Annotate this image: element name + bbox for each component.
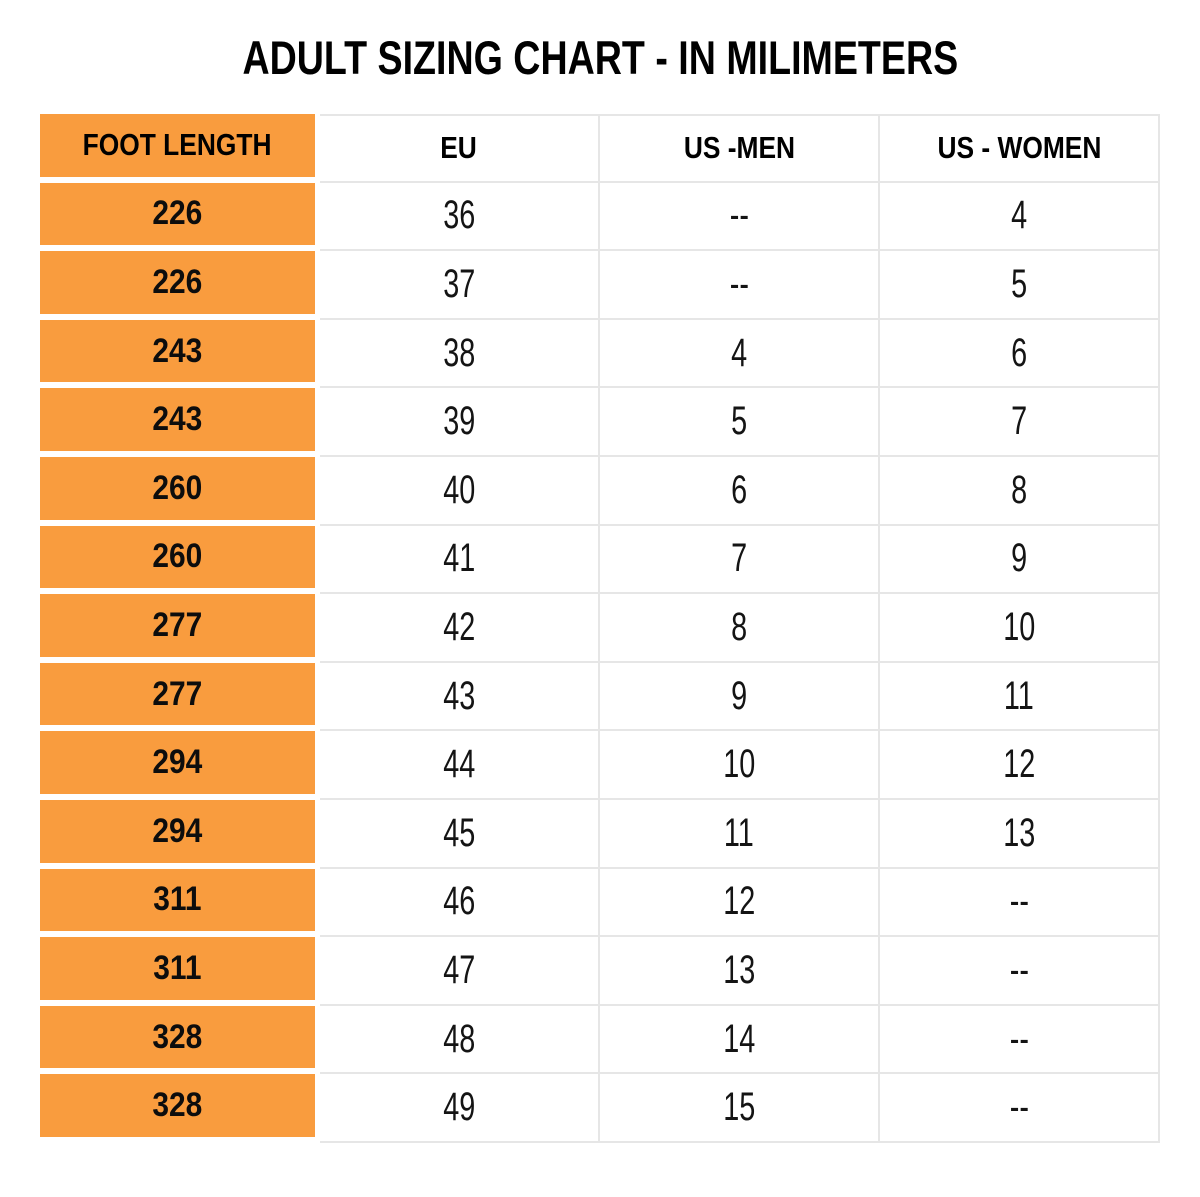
- eu-cell: 45: [320, 799, 600, 869]
- us-men-cell: --: [600, 251, 880, 320]
- us-women-cell: 9: [880, 525, 1160, 595]
- eu-cell: 46: [320, 868, 600, 938]
- table-row: 226 37 -- 5: [40, 251, 1160, 320]
- foot-length-cell: 328: [40, 1074, 320, 1143]
- foot-length-cell: 277: [40, 594, 320, 663]
- table-row: 311 47 13 --: [40, 937, 1160, 1006]
- us-women-cell: 12: [880, 731, 1160, 800]
- us-men-cell: 5: [600, 388, 880, 457]
- us-women-cell: 5: [880, 251, 1160, 320]
- us-men-cell: 13: [600, 937, 880, 1006]
- foot-length-cell: 226: [40, 251, 320, 320]
- table-row: 226 36 -- 4: [40, 182, 1160, 252]
- eu-cell: 43: [320, 662, 600, 732]
- us-men-cell: 14: [600, 1005, 880, 1075]
- us-women-cell: 10: [880, 594, 1160, 663]
- us-men-cell: 4: [600, 319, 880, 389]
- eu-cell: 38: [320, 319, 600, 389]
- table-row: 294 44 10 12: [40, 731, 1160, 800]
- table-row: 260 41 7 9: [40, 525, 1160, 595]
- us-men-cell: 11: [600, 799, 880, 869]
- eu-cell: 44: [320, 731, 600, 800]
- foot-length-cell: 260: [40, 456, 320, 526]
- eu-cell: 49: [320, 1074, 600, 1143]
- us-men-cell: 6: [600, 456, 880, 526]
- us-men-cell: 9: [600, 662, 880, 732]
- eu-cell: 37: [320, 251, 600, 320]
- us-women-cell: --: [880, 937, 1160, 1006]
- foot-length-cell: 226: [40, 182, 320, 252]
- foot-length-cell: 277: [40, 662, 320, 732]
- table-row: 277 43 9 11: [40, 662, 1160, 732]
- table-row: 260 40 6 8: [40, 456, 1160, 526]
- page-title: ADULT SIZING CHART - IN MILIMETERS: [0, 30, 1200, 85]
- foot-length-cell: 294: [40, 731, 320, 800]
- us-men-cell: 15: [600, 1074, 880, 1143]
- us-women-cell: --: [880, 868, 1160, 938]
- table-row: 243 39 5 7: [40, 388, 1160, 457]
- column-header-eu: EU: [320, 114, 600, 183]
- foot-length-cell: 294: [40, 799, 320, 869]
- foot-length-cell: 311: [40, 868, 320, 938]
- table-row: 328 48 14 --: [40, 1005, 1160, 1075]
- eu-cell: 36: [320, 182, 600, 252]
- page-title-text: ADULT SIZING CHART - IN MILIMETERS: [242, 31, 958, 84]
- eu-cell: 42: [320, 594, 600, 663]
- column-header-us-men: US -MEN: [600, 114, 880, 183]
- foot-length-cell: 243: [40, 388, 320, 457]
- column-header-us-women: US - WOMEN: [880, 114, 1160, 183]
- eu-cell: 48: [320, 1005, 600, 1075]
- eu-cell: 41: [320, 525, 600, 595]
- table-header-row: FOOT LENGTH EU US -MEN US - WOMEN: [40, 114, 1160, 183]
- table-row: 294 45 11 13: [40, 799, 1160, 869]
- us-women-cell: --: [880, 1074, 1160, 1143]
- us-men-cell: 12: [600, 868, 880, 938]
- eu-cell: 39: [320, 388, 600, 457]
- us-women-cell: 4: [880, 182, 1160, 252]
- foot-length-cell: 243: [40, 319, 320, 389]
- us-men-cell: --: [600, 182, 880, 252]
- foot-length-cell: 260: [40, 525, 320, 595]
- table-row: 243 38 4 6: [40, 319, 1160, 389]
- sizing-table: FOOT LENGTH EU US -MEN US - WOMEN 226 36…: [40, 114, 1160, 1143]
- us-men-cell: 10: [600, 731, 880, 800]
- eu-cell: 40: [320, 456, 600, 526]
- us-women-cell: 11: [880, 662, 1160, 732]
- column-header-foot-length: FOOT LENGTH: [40, 114, 320, 183]
- eu-cell: 47: [320, 937, 600, 1006]
- us-women-cell: 7: [880, 388, 1160, 457]
- us-men-cell: 7: [600, 525, 880, 595]
- table-row: 311 46 12 --: [40, 868, 1160, 938]
- us-women-cell: 13: [880, 799, 1160, 869]
- table-row: 328 49 15 --: [40, 1074, 1160, 1143]
- us-women-cell: 8: [880, 456, 1160, 526]
- us-women-cell: 6: [880, 319, 1160, 389]
- foot-length-cell: 311: [40, 937, 320, 1006]
- us-men-cell: 8: [600, 594, 880, 663]
- us-women-cell: --: [880, 1005, 1160, 1075]
- table-row: 277 42 8 10: [40, 594, 1160, 663]
- foot-length-cell: 328: [40, 1005, 320, 1075]
